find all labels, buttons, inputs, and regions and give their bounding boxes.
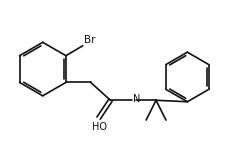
Text: HO: HO [92,122,107,132]
Text: N: N [133,94,140,104]
Text: Br: Br [84,35,95,45]
